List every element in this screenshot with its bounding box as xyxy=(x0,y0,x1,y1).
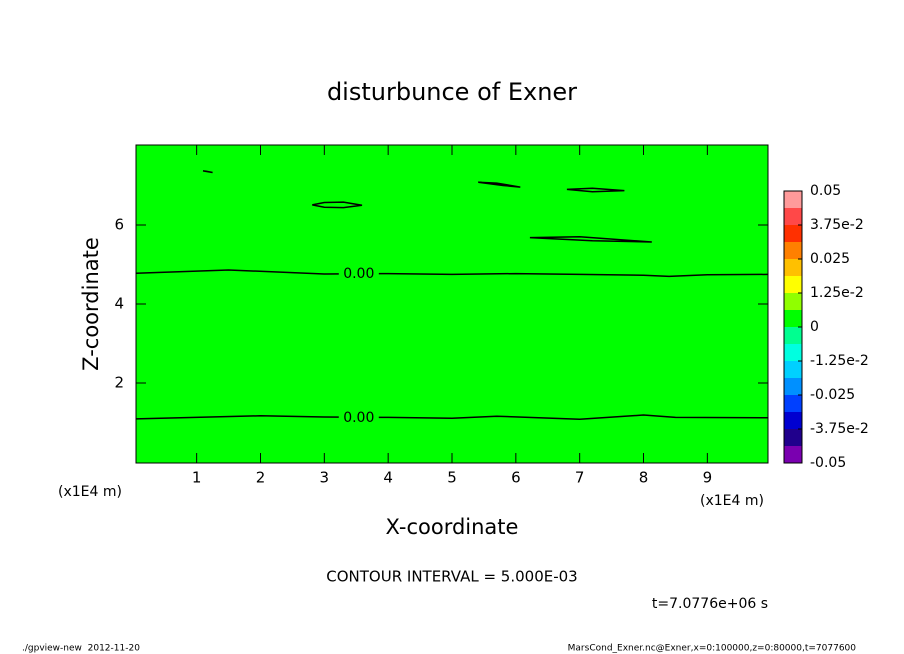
contour-line xyxy=(566,187,625,193)
colorbar-band xyxy=(784,446,802,463)
footer-left: ./gpview-new 2012-11-20 xyxy=(22,644,140,654)
x-tick-label: 8 xyxy=(639,469,649,487)
colorbar-tick-label: 1.25e-2 xyxy=(810,285,864,301)
colorbar-band xyxy=(784,225,802,242)
x-unit: (x1E4 m) xyxy=(58,484,122,500)
contour-line xyxy=(135,269,769,278)
colorbar-tick-label: -0.05 xyxy=(810,455,846,471)
colorbar-tick-label: 3.75e-2 xyxy=(810,217,864,233)
contour-line xyxy=(312,201,363,209)
contour-line xyxy=(478,181,521,188)
colorbar-band xyxy=(784,429,802,446)
contour-label: 0.00 xyxy=(343,410,374,426)
colorbar-band xyxy=(784,259,802,276)
colorbar-band xyxy=(784,361,802,378)
y-axis-label: Z-coordinate xyxy=(79,237,103,371)
colorbar-tick-label: 0.05 xyxy=(810,183,841,199)
colorbar-band xyxy=(784,310,802,327)
x-tick-label: 7 xyxy=(575,469,585,487)
x-tick-label: 2 xyxy=(256,469,266,487)
colorbar-band xyxy=(784,191,802,208)
colorbar-tick-label: -3.75e-2 xyxy=(810,421,869,437)
colorbar-tick-label: -1.25e-2 xyxy=(810,353,869,369)
y-tick-label: 6 xyxy=(114,216,124,234)
contour-line xyxy=(135,414,769,421)
contour-interval: CONTOUR INTERVAL = 5.000E-03 xyxy=(326,568,577,586)
colorbar-band xyxy=(784,378,802,395)
contour-line xyxy=(529,236,652,243)
colorbar-tick-label: -0.025 xyxy=(810,387,855,403)
x-tick-label: 1 xyxy=(192,469,202,487)
x-tick-label: 9 xyxy=(703,469,713,487)
footer-right: MarsCond_Exner.nc@Exner,x=0:100000,z=0:8… xyxy=(568,644,857,654)
x-tick-label: 3 xyxy=(320,469,330,487)
x-unit: (x1E4 m) xyxy=(700,493,764,509)
colorbar-band xyxy=(784,208,802,225)
colorbar-tick-label: 0.025 xyxy=(810,251,850,267)
y-tick-label: 2 xyxy=(114,374,124,392)
colorbar-tick-label: 0 xyxy=(810,319,819,335)
chart-title: disturbunce of Exner xyxy=(327,78,577,106)
colorbar-band xyxy=(784,327,802,344)
contour-label-bg xyxy=(338,409,379,426)
contour-line xyxy=(202,170,213,174)
time-label: t=7.0776e+06 s xyxy=(652,596,768,612)
colorbar-band xyxy=(784,293,802,310)
colorbar-band xyxy=(784,395,802,412)
x-tick-label: 5 xyxy=(447,469,457,487)
field xyxy=(136,145,768,463)
x-tick-label: 6 xyxy=(511,469,521,487)
colorbar-band xyxy=(784,242,802,259)
colorbar-band xyxy=(784,276,802,293)
colorbar-band xyxy=(784,344,802,361)
x-axis-label: X-coordinate xyxy=(386,515,519,539)
contour-label: 0.00 xyxy=(343,266,374,282)
x-tick-label: 4 xyxy=(383,469,393,487)
contour-label-bg xyxy=(338,265,379,282)
y-tick-label: 4 xyxy=(114,295,124,313)
colorbar-band xyxy=(784,412,802,429)
